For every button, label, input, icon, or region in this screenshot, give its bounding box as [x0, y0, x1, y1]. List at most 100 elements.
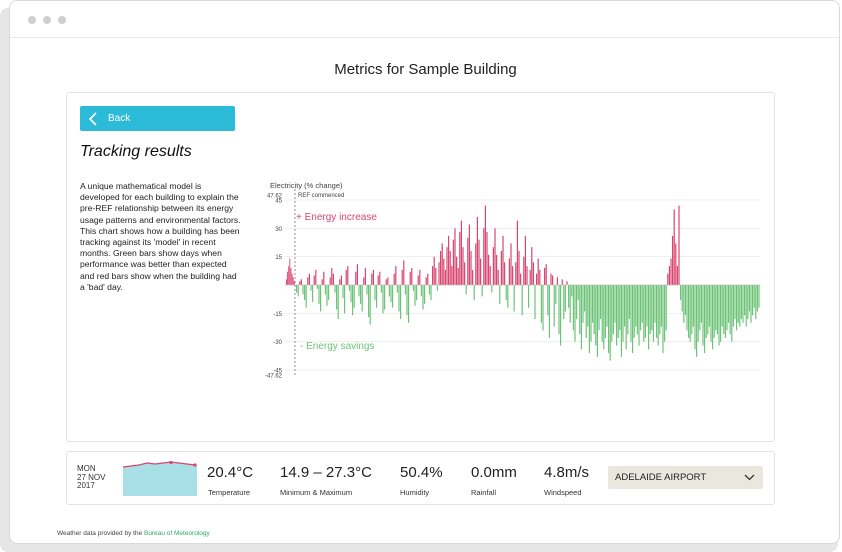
- chart-bar: [587, 285, 589, 327]
- station-select[interactable]: ADELAIDE AIRPORT: [608, 466, 763, 489]
- chart-bar: [515, 262, 517, 285]
- chart-bar: [569, 285, 571, 323]
- temperature-sparkline: [123, 461, 197, 496]
- chart-bar: [444, 269, 446, 285]
- y-tick-label: 47.62: [267, 194, 283, 200]
- chart-bar: [638, 285, 640, 346]
- chart-bar: [531, 247, 533, 285]
- chart-bar: [606, 285, 608, 327]
- chart-bar: [665, 285, 667, 331]
- chart-bar: [387, 277, 389, 285]
- chart-bar: [467, 237, 469, 285]
- y-tick-label: 30: [275, 227, 282, 233]
- window-dot-icon[interactable]: [43, 16, 51, 24]
- chart-bar: [641, 285, 643, 323]
- chart-bar: [742, 285, 744, 323]
- chart-bar: [601, 285, 603, 342]
- window-dot-icon[interactable]: [28, 16, 36, 24]
- chart-bar: [534, 285, 536, 320]
- chart-bar: [414, 285, 416, 306]
- chart-bar: [380, 285, 382, 293]
- chart-bar: [492, 247, 494, 285]
- chart-bar: [598, 285, 600, 331]
- chart-bar: [715, 285, 717, 331]
- chart-bar: [331, 267, 333, 285]
- chart-bar: [580, 285, 582, 350]
- chart-bar: [404, 285, 406, 295]
- chart-bar: [542, 285, 544, 331]
- chart-bar: [627, 285, 629, 335]
- chart-bar: [572, 285, 574, 331]
- chart-bar: [752, 285, 754, 316]
- chart-bar: [520, 273, 522, 285]
- chevron-down-icon: [744, 474, 755, 481]
- chart-bar: [459, 232, 461, 285]
- chart-bar: [372, 269, 374, 285]
- chart-bar: [486, 232, 488, 285]
- bom-link[interactable]: Bureau of Meteorology: [143, 530, 210, 537]
- chart-bar: [683, 285, 685, 323]
- pre-ref-bar: [287, 271, 289, 285]
- chart-bar: [366, 285, 368, 295]
- chart-bar: [697, 285, 699, 342]
- chart-bar: [564, 285, 566, 312]
- back-button[interactable]: Back: [80, 106, 235, 131]
- chart-bar: [568, 285, 570, 308]
- chart-bar: [401, 269, 403, 285]
- chart-bar: [528, 285, 530, 308]
- chart-bar: [508, 258, 510, 285]
- chart-bar: [748, 285, 750, 312]
- chart-bar: [724, 285, 726, 338]
- chart-bar: [576, 285, 578, 320]
- chart-bar: [347, 266, 349, 285]
- chart-bar: [432, 266, 434, 285]
- chart-bar: [755, 285, 757, 320]
- chart-bar: [753, 285, 755, 308]
- chart-bar: [625, 285, 627, 350]
- chart-bar: [334, 285, 336, 293]
- chart-bar: [342, 285, 344, 299]
- chart-bar: [353, 285, 355, 308]
- chart-bar: [700, 285, 702, 323]
- chart-bar: [560, 285, 562, 346]
- chart-bar: [612, 285, 614, 335]
- chart-bar: [659, 285, 661, 335]
- chart-bar: [668, 266, 670, 285]
- chart-bar: [702, 285, 704, 346]
- chart-bar: [614, 285, 616, 323]
- chart-bar: [731, 285, 733, 342]
- weather-year: 2017: [77, 481, 95, 490]
- pre-ref-bar: [291, 273, 293, 285]
- chart-bar: [566, 281, 568, 285]
- chart-bar: [657, 285, 659, 346]
- chart-bar: [593, 285, 595, 335]
- chart-bar: [436, 285, 438, 291]
- chart-bar: [481, 285, 483, 297]
- chart-bar: [512, 266, 514, 285]
- chart-bar: [320, 285, 322, 312]
- chart-bar: [304, 285, 306, 301]
- chart-bar: [464, 262, 466, 285]
- chart-bar: [339, 279, 341, 285]
- chart-bar: [460, 220, 462, 285]
- chart-bar: [582, 285, 584, 323]
- chart-bar: [558, 285, 560, 335]
- chart-bar: [536, 273, 538, 285]
- chart-bar: [747, 285, 749, 320]
- chart-bar: [712, 285, 714, 350]
- chart-bar: [374, 285, 376, 301]
- chevron-left-icon: [88, 111, 97, 126]
- chart-bar: [510, 243, 512, 285]
- chart-bar: [689, 285, 691, 342]
- chart-bar: [547, 285, 549, 316]
- chart-bar: [675, 243, 677, 285]
- chart-bar: [552, 275, 554, 285]
- chart-bar: [545, 264, 547, 285]
- window-dot-icon[interactable]: [58, 16, 66, 24]
- chart-bar: [499, 285, 501, 304]
- chart-bar: [441, 243, 443, 285]
- chart-bar: [318, 285, 320, 304]
- chart-bar: [609, 285, 611, 361]
- chart-bar: [539, 269, 541, 285]
- chart-bar: [408, 285, 410, 323]
